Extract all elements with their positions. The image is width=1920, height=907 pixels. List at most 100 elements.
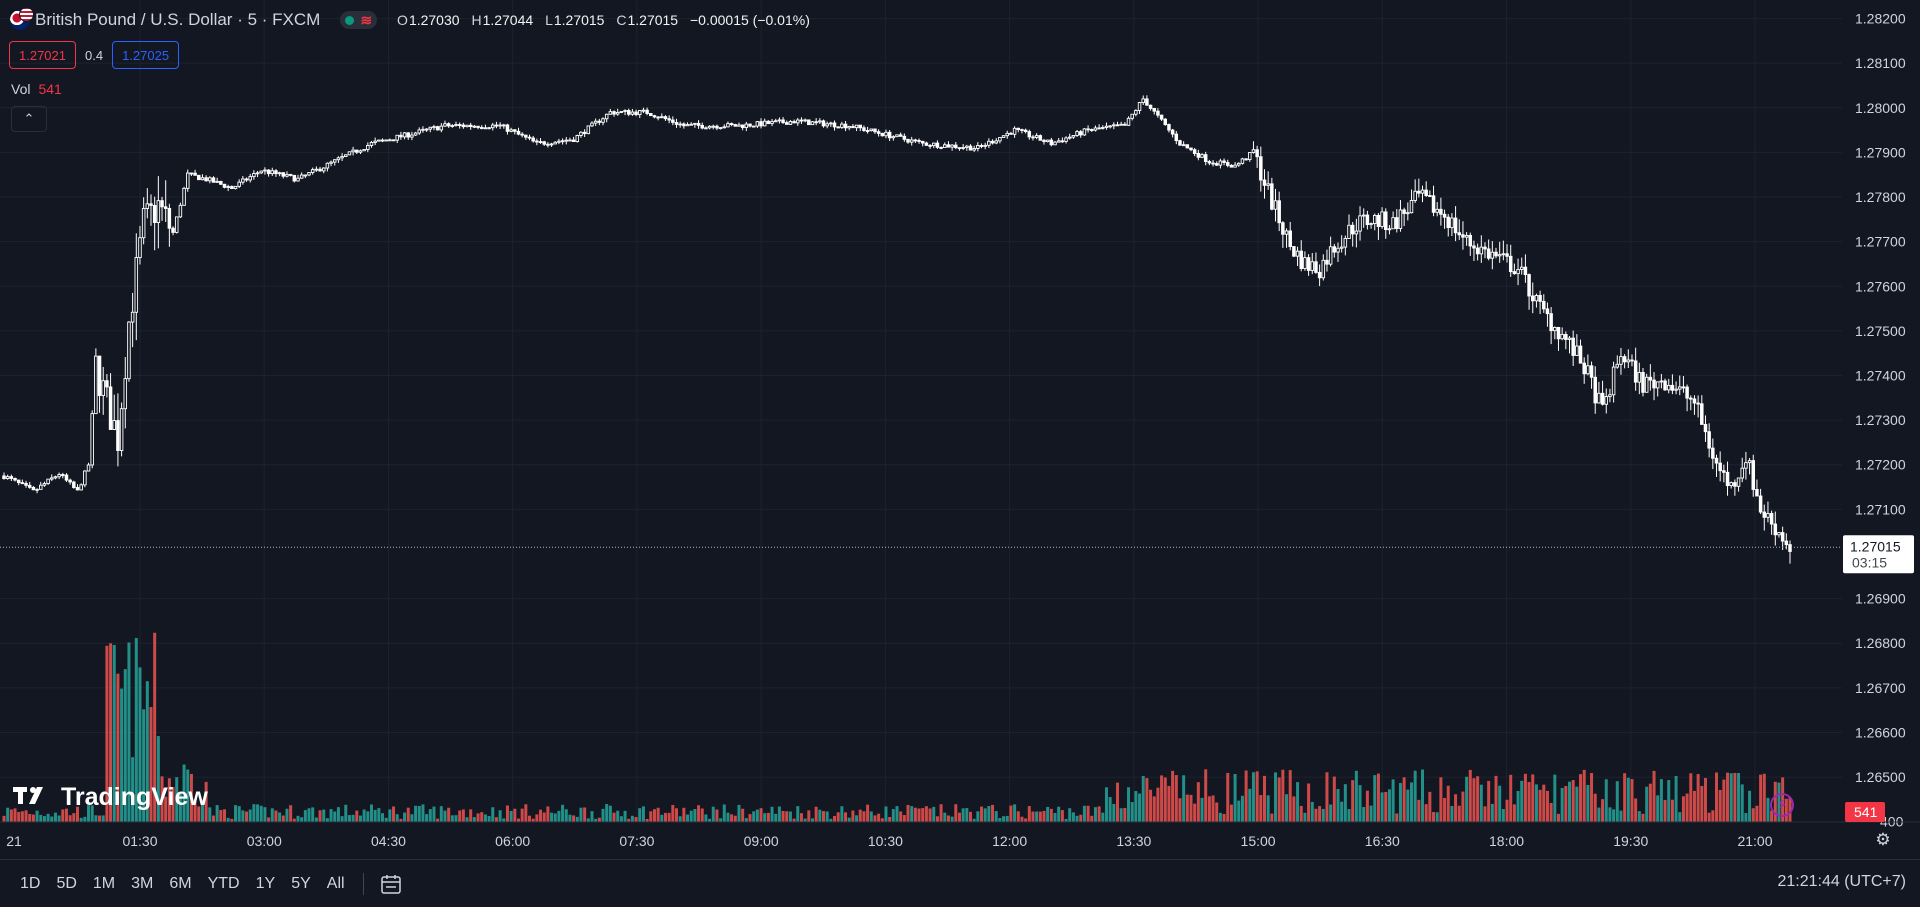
- candle: [597, 118, 602, 126]
- volume-bar: [1046, 806, 1050, 822]
- candle: [75, 484, 80, 491]
- candle: [417, 127, 422, 135]
- volume-bar: [1013, 804, 1017, 822]
- gear-icon[interactable]: ⚙︎: [1875, 830, 1891, 849]
- candle: [1784, 533, 1789, 550]
- candle: [1666, 378, 1671, 394]
- candle: [685, 122, 690, 127]
- volume-bar: [1049, 808, 1053, 822]
- candle: [105, 374, 109, 398]
- volume-bar: [1215, 802, 1219, 822]
- volume-bar: [840, 806, 844, 822]
- candle: [435, 125, 440, 131]
- volume-bar: [902, 815, 906, 822]
- candle: [840, 121, 844, 129]
- candle: [1237, 162, 1241, 167]
- volume-bar: [561, 804, 565, 822]
- volume-bar: [116, 673, 120, 822]
- candle: [557, 138, 561, 145]
- volume-bar: [906, 804, 910, 822]
- volume-bar: [616, 810, 620, 822]
- range-3m[interactable]: 3M: [123, 869, 161, 899]
- volume-bar: [844, 812, 848, 822]
- volume-bar: [1020, 816, 1024, 822]
- buy-price-button[interactable]: 1.27025: [112, 41, 180, 69]
- calendar-icon[interactable]: [378, 872, 404, 896]
- range-all[interactable]: All: [319, 869, 353, 899]
- range-1d[interactable]: 1D: [12, 869, 48, 899]
- volume-bar: [138, 667, 142, 822]
- candle: [799, 117, 804, 125]
- price-tick-label: 1.28200: [1855, 11, 1906, 27]
- volume-bar: [1715, 772, 1719, 822]
- candle: [1725, 461, 1730, 496]
- symbol-title[interactable]: British Pound / U.S. Dollar · 5 · FXCM: [35, 10, 321, 29]
- volume-bar: [1740, 784, 1744, 822]
- volume-bar: [1417, 799, 1421, 822]
- candle: [1589, 361, 1594, 389]
- volume-bar: [384, 817, 388, 822]
- candle: [270, 167, 275, 177]
- volume-bar: [682, 807, 686, 822]
- volume-bar: [131, 757, 135, 822]
- candle: [1262, 169, 1267, 199]
- volume-bar: [17, 811, 21, 822]
- candle: [1134, 109, 1138, 117]
- candle: [310, 167, 315, 175]
- candle: [744, 121, 749, 132]
- candle: [366, 142, 370, 153]
- candle: [94, 348, 98, 415]
- candle: [116, 393, 120, 467]
- tradingview-logo[interactable]: TradingView: [13, 782, 208, 813]
- volume-bar: [803, 818, 807, 822]
- ohlc-values: O1.27030 H1.27044 L1.27015 C1.27015 −0.0…: [397, 12, 818, 28]
- volume-bar: [810, 818, 814, 822]
- volume-bar: [972, 818, 976, 822]
- range-5d[interactable]: 5D: [48, 869, 84, 899]
- candle: [568, 137, 572, 142]
- candle: [1273, 188, 1278, 222]
- range-1m[interactable]: 1M: [85, 869, 123, 899]
- range-1y[interactable]: 1Y: [248, 869, 284, 899]
- collapse-legend-button[interactable]: ⌃: [11, 106, 47, 132]
- volume-bar: [164, 796, 168, 822]
- candle: [1347, 214, 1351, 239]
- candle: [340, 153, 344, 162]
- lightning-icon[interactable]: ⚡︎: [1770, 793, 1794, 817]
- range-6m[interactable]: 6M: [161, 869, 199, 899]
- price-axis[interactable]: 1.28200 1.28100 1.28000 1.27900 1.27800 1.277…: [1855, 11, 1906, 830]
- candle: [1211, 160, 1215, 167]
- range-5y[interactable]: 5Y: [283, 869, 319, 899]
- range-ytd[interactable]: YTD: [200, 869, 248, 899]
- candle: [832, 120, 837, 131]
- volume-bar: [946, 815, 950, 822]
- price-chart[interactable]: 1.28200 1.28100 1.28000 1.27900 1.27800 1.277…: [0, 0, 1920, 859]
- volume-bars: [2, 632, 1792, 822]
- volume-bar: [866, 804, 870, 822]
- volume-bar: [1027, 806, 1031, 822]
- volume-bar: [968, 811, 972, 822]
- time-tick-label: 07:30: [619, 833, 654, 849]
- volume-bar: [1428, 791, 1432, 822]
- volume-bar: [597, 817, 601, 822]
- candle: [920, 140, 925, 147]
- candle: [1542, 294, 1546, 313]
- candle: [884, 129, 888, 139]
- candle: [1490, 241, 1495, 270]
- volume-bar: [6, 807, 10, 822]
- candle: [1766, 501, 1770, 523]
- candle: [299, 172, 304, 179]
- volume-bar: [1681, 796, 1685, 822]
- sell-price-button[interactable]: 1.27021: [9, 41, 76, 69]
- volume-bar: [1560, 787, 1564, 822]
- candle: [740, 124, 745, 131]
- volume-bar: [1112, 803, 1116, 822]
- time-axis[interactable]: 21 01:30 03:00 04:30 06:00 07:30 09:00 10:30 12:…: [0, 821, 1920, 849]
- timezone-clock[interactable]: 21:21:44 (UTC+7): [1777, 873, 1906, 890]
- market-status-pill[interactable]: ≋: [340, 11, 378, 29]
- candle: [347, 151, 352, 156]
- price-tick-label: 1.26500: [1855, 769, 1906, 785]
- candle: [773, 118, 778, 123]
- candle: [1773, 511, 1778, 546]
- volume-bar: [1365, 790, 1369, 822]
